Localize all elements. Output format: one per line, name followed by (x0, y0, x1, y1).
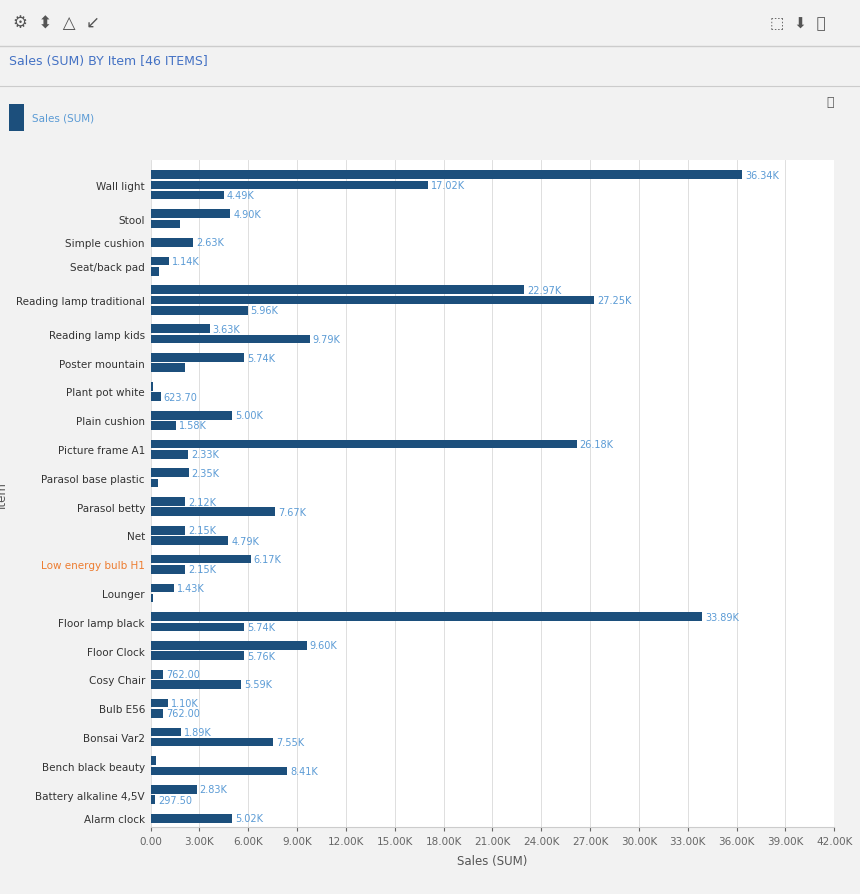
Bar (150, 392, 161, 401)
Text: 2.15K: 2.15K (188, 565, 217, 575)
Text: Sales (SUM) BY Item [46 ITEMS]: Sales (SUM) BY Item [46 ITEMS] (9, 55, 207, 69)
Bar (150, 257, 169, 266)
Text: 2.15K: 2.15K (188, 526, 217, 536)
Bar (150, 756, 157, 765)
Bar (150, 785, 197, 794)
Text: 27.25K: 27.25K (597, 296, 631, 306)
Text: 5.02K: 5.02K (235, 814, 263, 823)
Bar (150, 623, 244, 631)
Text: 9.79K: 9.79K (313, 334, 341, 344)
Text: 7.67K: 7.67K (279, 507, 306, 517)
Bar (150, 307, 248, 316)
Text: 3.63K: 3.63K (212, 325, 240, 334)
Text: 2.33K: 2.33K (192, 450, 219, 460)
Text: 2.63K: 2.63K (196, 238, 224, 249)
Bar (150, 670, 163, 679)
Bar (150, 767, 287, 775)
Text: 5.74K: 5.74K (247, 622, 275, 632)
X-axis label: Sales (SUM): Sales (SUM) (458, 855, 527, 867)
Text: 26.18K: 26.18K (580, 440, 613, 450)
Text: 2.35K: 2.35K (192, 468, 219, 478)
Y-axis label: Item: Item (0, 480, 8, 508)
Bar (150, 171, 742, 180)
Bar (150, 181, 427, 190)
Bar (150, 411, 232, 420)
Text: 36.34K: 36.34K (745, 171, 779, 181)
Bar (150, 451, 188, 459)
Text: ⚙  ⬍  △  ↙: ⚙ ⬍ △ ↙ (13, 14, 100, 32)
Text: 5.76K: 5.76K (247, 651, 275, 661)
Bar (150, 364, 185, 373)
Bar (150, 267, 158, 276)
Text: 17.02K: 17.02K (431, 181, 464, 190)
Bar (150, 239, 194, 248)
Text: ⧉: ⧉ (826, 96, 834, 109)
Bar (150, 584, 174, 593)
Text: 297.50: 297.50 (158, 795, 193, 805)
Text: 5.59K: 5.59K (244, 679, 273, 689)
Bar (150, 728, 181, 737)
Bar (150, 796, 156, 804)
Bar (150, 595, 153, 603)
Text: 22.97K: 22.97K (527, 285, 562, 296)
Bar (150, 286, 525, 295)
Text: 7.55K: 7.55K (276, 738, 304, 747)
Bar (150, 325, 210, 333)
Bar (150, 498, 185, 506)
Text: 4.90K: 4.90K (233, 209, 261, 219)
Bar (150, 210, 230, 219)
Bar (150, 641, 307, 650)
FancyBboxPatch shape (9, 105, 24, 131)
Text: 33.89K: 33.89K (705, 612, 739, 622)
Text: 8.41K: 8.41K (291, 766, 318, 776)
Text: 4.79K: 4.79K (231, 536, 259, 546)
Text: 762.00: 762.00 (166, 708, 200, 719)
Text: 1.58K: 1.58K (179, 421, 207, 431)
Bar (150, 738, 273, 746)
Text: ⬚  ⬇  ⛶: ⬚ ⬇ ⛶ (770, 16, 826, 30)
Text: 762.00: 762.00 (166, 670, 200, 679)
Text: 1.43K: 1.43K (176, 583, 205, 594)
Bar (150, 508, 275, 517)
Bar (150, 335, 310, 344)
Text: 9.60K: 9.60K (310, 641, 337, 651)
Bar (150, 652, 244, 661)
Bar (150, 565, 186, 574)
Bar (150, 383, 153, 392)
Bar (150, 468, 188, 477)
Text: 5.74K: 5.74K (247, 353, 275, 363)
Bar (150, 612, 702, 621)
Text: 623.70: 623.70 (163, 392, 198, 402)
Text: 1.14K: 1.14K (172, 257, 200, 266)
Text: 1.10K: 1.10K (171, 698, 199, 708)
Bar (150, 191, 224, 200)
Bar (150, 680, 242, 689)
Text: 5.00K: 5.00K (235, 410, 262, 421)
Bar (150, 699, 169, 707)
Bar (150, 220, 180, 229)
Bar (150, 709, 163, 718)
Text: 6.17K: 6.17K (254, 554, 282, 564)
Bar (150, 440, 577, 449)
Text: Sales (SUM): Sales (SUM) (32, 113, 94, 123)
Bar (150, 354, 244, 363)
Text: 4.49K: 4.49K (226, 190, 255, 201)
Text: 2.83K: 2.83K (200, 785, 227, 795)
Text: 1.89K: 1.89K (184, 727, 212, 737)
Bar (150, 422, 176, 430)
Bar (150, 479, 158, 488)
Text: 2.12K: 2.12K (188, 497, 216, 507)
Bar (150, 814, 232, 822)
Text: 5.96K: 5.96K (250, 306, 279, 316)
Bar (150, 527, 186, 536)
Bar (150, 296, 594, 305)
Bar (150, 555, 251, 564)
Bar (150, 536, 229, 545)
